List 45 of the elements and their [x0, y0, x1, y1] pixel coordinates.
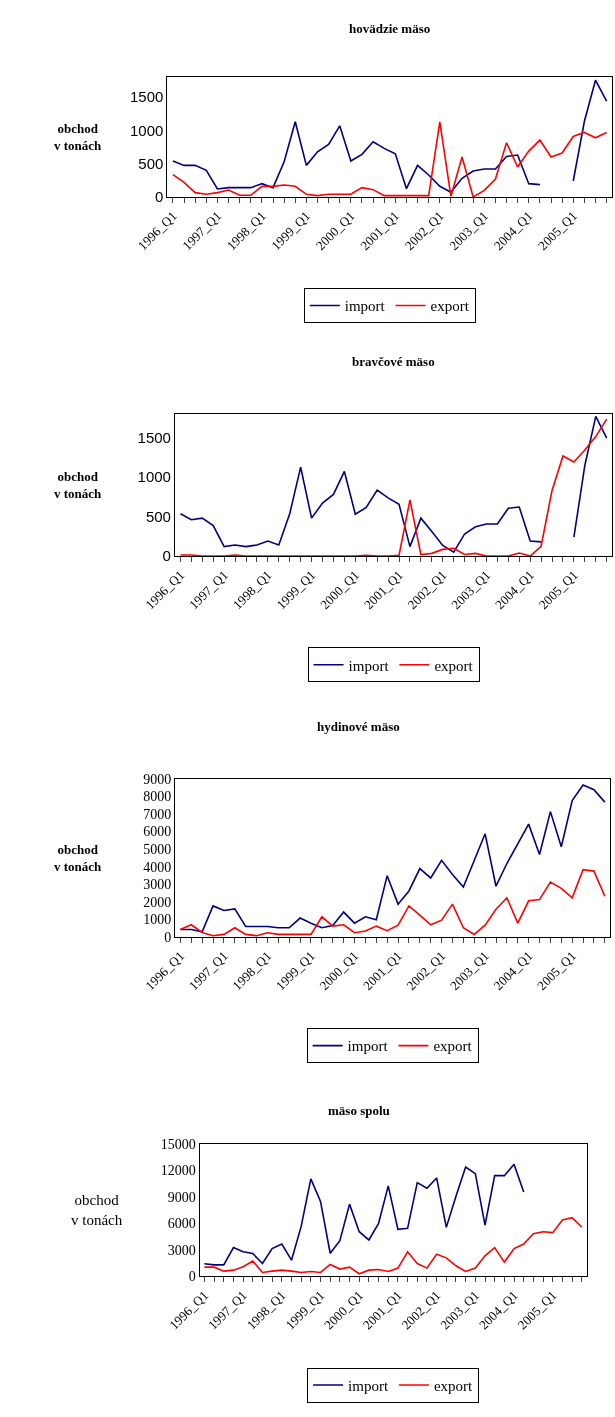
y-tick-label: 4000: [143, 859, 172, 875]
y-tick-label: 15000: [160, 1136, 196, 1152]
line-series: [203, 1163, 525, 1266]
y-tick-label: 2000: [143, 894, 172, 910]
y-tick-label: 1000: [130, 121, 164, 139]
y-axis-title: obchod v tonách: [54, 469, 103, 501]
y-tick-label: 5000: [143, 842, 172, 857]
y-tick-label: 3000: [143, 877, 172, 893]
line-series: [203, 1216, 583, 1275]
chart-title: hydinové mäso: [317, 719, 400, 734]
y-tick-label: 6000: [143, 824, 172, 840]
y-tick-label: 0: [164, 929, 172, 945]
legend-label: import: [344, 298, 386, 315]
chart-title: bravčové mäso: [352, 354, 435, 369]
legend-label: export: [433, 1038, 473, 1055]
legend-label: import: [348, 657, 390, 674]
line-series: [179, 784, 606, 933]
y-tick-label: 9000: [167, 1189, 196, 1205]
y-tick-label: 1000: [143, 912, 172, 928]
y-tick-label: 7000: [143, 806, 172, 822]
y-tick-label: 9000: [143, 771, 172, 787]
y-tick-label: 8000: [143, 789, 172, 805]
y-axis-title: obchod v tonách: [54, 121, 103, 153]
legend-label: export: [433, 1377, 474, 1394]
line-series: [179, 868, 606, 937]
y-tick-label: 0: [155, 188, 164, 206]
legend-label: export: [430, 298, 470, 315]
chart-title: hovädzie mäso: [349, 21, 431, 36]
line-series: [172, 121, 608, 197]
y-tick-label: 1500: [137, 428, 171, 446]
y-tick-label: 1500: [130, 88, 164, 106]
y-tick-label: 0: [162, 547, 171, 565]
y-tick-label: 500: [145, 507, 171, 525]
y-tick-label: 500: [138, 154, 164, 172]
chart-title: mäso spolu: [328, 1103, 390, 1118]
legend-label: export: [434, 657, 474, 674]
y-axis-title: obchod v tonách: [54, 842, 103, 874]
y-tick-label: 6000: [167, 1216, 196, 1232]
y-tick-label: 3000: [167, 1242, 196, 1258]
legend-label: import: [348, 1377, 389, 1394]
legend-label: import: [347, 1038, 389, 1055]
y-axis-title: obchod v tonách: [71, 1192, 123, 1228]
y-tick-label: 1000: [137, 468, 171, 486]
y-tick-label: 12000: [160, 1163, 196, 1179]
y-tick-label: 0: [188, 1269, 196, 1285]
